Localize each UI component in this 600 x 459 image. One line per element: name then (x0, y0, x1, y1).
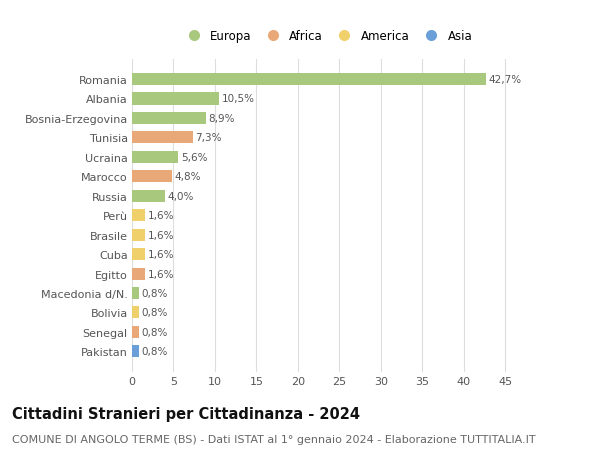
Text: Cittadini Stranieri per Cittadinanza - 2024: Cittadini Stranieri per Cittadinanza - 2… (12, 406, 360, 421)
Text: 1,6%: 1,6% (148, 250, 174, 259)
Bar (132, 287, 139, 299)
Text: 1,6%: 1,6% (148, 230, 174, 240)
Text: 8,9%: 8,9% (208, 114, 235, 123)
Text: 0,8%: 0,8% (141, 308, 167, 318)
Bar (132, 93, 219, 105)
Text: 1,6%: 1,6% (148, 269, 174, 279)
Bar (132, 151, 178, 163)
Legend: Europa, Africa, America, Asia: Europa, Africa, America, Asia (182, 30, 472, 43)
Text: COMUNE DI ANGOLO TERME (BS) - Dati ISTAT al 1° gennaio 2024 - Elaborazione TUTTI: COMUNE DI ANGOLO TERME (BS) - Dati ISTAT… (12, 434, 536, 444)
Bar (132, 248, 145, 261)
Text: 0,8%: 0,8% (141, 327, 167, 337)
Bar (132, 326, 139, 338)
Text: 7,3%: 7,3% (195, 133, 221, 143)
Text: 4,0%: 4,0% (167, 191, 194, 202)
Bar (132, 112, 206, 125)
Text: 42,7%: 42,7% (489, 75, 522, 85)
Text: 1,6%: 1,6% (148, 211, 174, 221)
Text: 5,6%: 5,6% (181, 152, 208, 162)
Text: 10,5%: 10,5% (221, 94, 254, 104)
Bar (132, 171, 172, 183)
Text: 4,8%: 4,8% (175, 172, 201, 182)
Bar (132, 74, 487, 86)
Bar (132, 132, 193, 144)
Text: 0,8%: 0,8% (141, 288, 167, 298)
Bar (132, 346, 139, 358)
Bar (132, 229, 145, 241)
Bar (132, 307, 139, 319)
Bar (132, 210, 145, 222)
Text: 0,8%: 0,8% (141, 347, 167, 357)
Bar (132, 268, 145, 280)
Bar (132, 190, 165, 202)
